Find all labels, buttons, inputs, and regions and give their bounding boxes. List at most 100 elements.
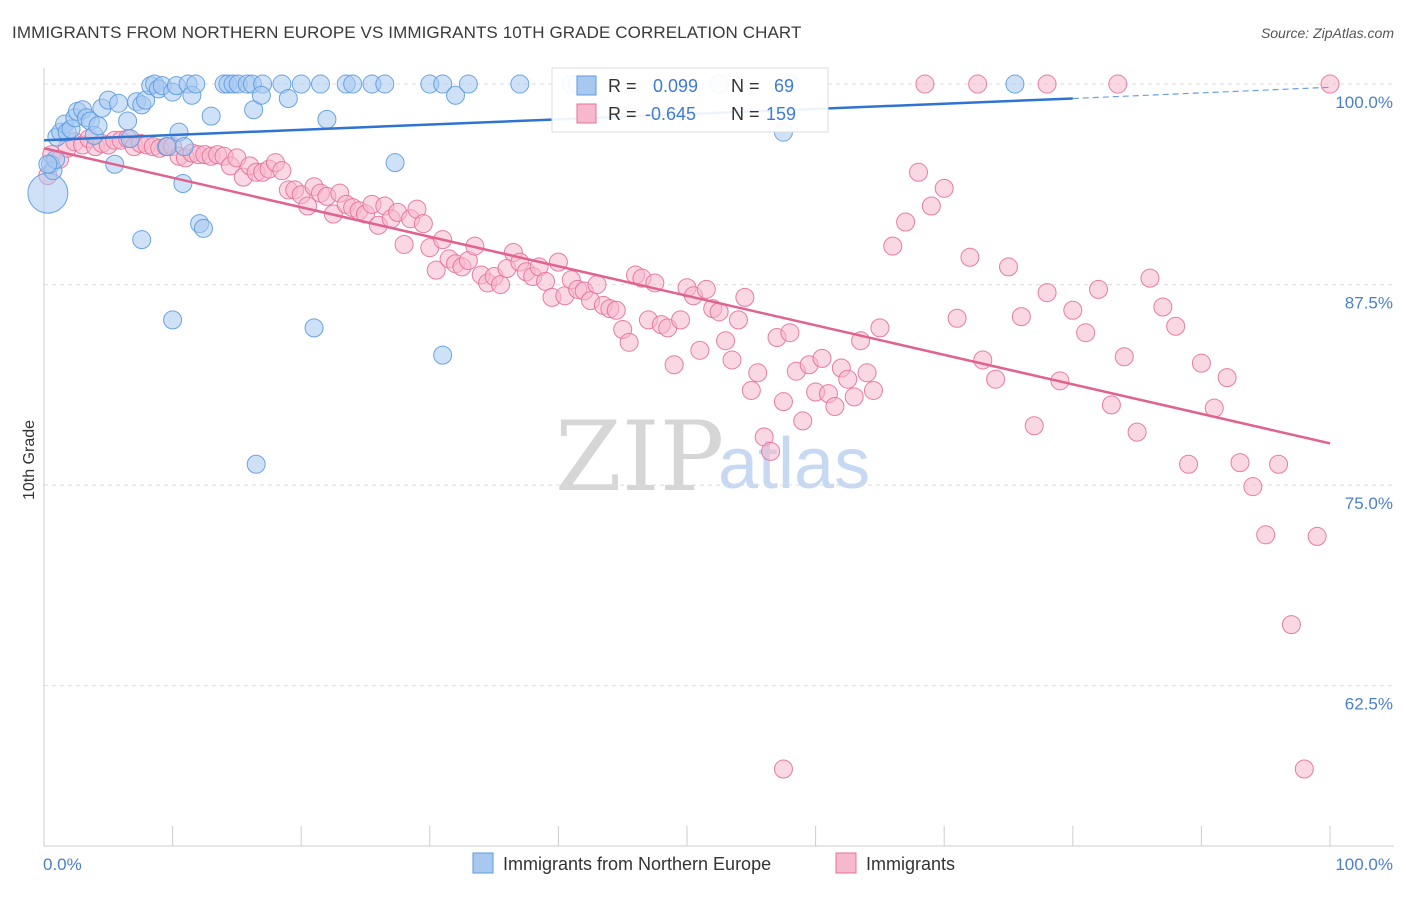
stats-r-label: R = <box>608 76 637 96</box>
blue-point <box>375 74 395 94</box>
chart-title: IMMIGRANTS FROM NORTHERN EUROPE VS IMMIG… <box>12 23 801 42</box>
legend-label-immigrants: Immigrants <box>866 854 955 874</box>
pink-point <box>1230 453 1250 473</box>
blue-point <box>157 137 177 157</box>
trendline-northern-europe-extension <box>1072 86 1331 100</box>
pink-point <box>1294 759 1314 779</box>
pink-point <box>934 178 954 198</box>
blue-point <box>446 85 466 105</box>
y-tick-label: 75.0% <box>1345 494 1393 513</box>
pink-point <box>394 234 414 254</box>
pink-point <box>1320 74 1340 94</box>
legend-label-northern-europe: Immigrants from Northern Europe <box>503 854 771 874</box>
y-tick-label: 100.0% <box>1335 93 1393 112</box>
pink-point <box>921 196 941 216</box>
blue-point <box>201 106 221 126</box>
blue-point <box>186 74 206 94</box>
blue-point <box>163 310 183 330</box>
x-tick-left: 0.0% <box>43 855 82 874</box>
pink-point <box>722 350 742 370</box>
pink-point <box>426 260 446 280</box>
pink-point <box>1108 74 1128 94</box>
blue-point <box>88 116 108 136</box>
pink-point <box>1243 477 1263 497</box>
trendlines <box>43 86 1331 445</box>
blue-point <box>433 345 453 365</box>
stats-box-frame <box>551 67 829 133</box>
pink-point <box>883 236 903 256</box>
blue-point <box>304 318 324 338</box>
stats-n-value-pink: 159 <box>766 104 796 124</box>
watermark-zip: ZIP <box>555 401 724 513</box>
pink-point <box>1140 268 1160 288</box>
trendline-immigrants <box>43 147 1331 445</box>
legend: Immigrants from Northern Europe Immigran… <box>472 852 955 874</box>
blue-point <box>458 74 478 94</box>
pink-point <box>1269 454 1289 474</box>
blue-point <box>132 230 152 250</box>
pink-point <box>1307 526 1327 546</box>
pink-point <box>908 162 928 182</box>
pink-point <box>664 355 684 375</box>
pink-point <box>960 247 980 267</box>
pink-point <box>986 369 1006 389</box>
pink-point <box>491 275 511 295</box>
y-axis-label: 10th Grade <box>21 420 38 500</box>
blue-point <box>118 111 138 131</box>
blue-point <box>1005 74 1025 94</box>
stats-r-label: R = <box>608 104 637 124</box>
pink-point <box>999 257 1018 277</box>
pink-point <box>780 323 800 343</box>
blue-point <box>278 88 298 108</box>
pink-point <box>728 310 748 330</box>
stats-swatch-pink <box>576 103 597 124</box>
pink-point <box>968 74 988 94</box>
blue-point <box>246 454 266 474</box>
pink-point <box>915 74 935 94</box>
pink-point <box>690 340 710 360</box>
pink-point <box>947 308 967 328</box>
watermark-atlas: atlas <box>718 424 870 504</box>
pink-point <box>793 411 813 431</box>
pink-point <box>536 271 556 291</box>
blue-point <box>251 85 271 105</box>
pink-point <box>812 348 832 368</box>
pink-point <box>748 363 768 383</box>
pink-point <box>863 380 883 400</box>
pink-point <box>272 161 292 181</box>
pink-point <box>716 331 736 351</box>
pink-point <box>896 212 916 232</box>
blue-point <box>433 74 453 94</box>
pink-point <box>844 387 864 407</box>
series-northern-europe <box>27 74 1025 474</box>
y-tick-label: 87.5% <box>1345 294 1393 313</box>
pink-point <box>1011 307 1031 327</box>
pink-point <box>1166 316 1186 336</box>
pink-point <box>1089 279 1109 299</box>
pink-point <box>1101 395 1121 415</box>
pink-point <box>735 287 755 307</box>
pink-point <box>773 759 793 779</box>
stats-n-value-blue: 69 <box>774 76 794 96</box>
pink-point <box>619 332 639 352</box>
stats-n-label: N = <box>731 76 760 96</box>
pink-point <box>1179 454 1199 474</box>
pink-point <box>1256 525 1276 545</box>
stats-r-value-blue: 0.099 <box>653 76 698 96</box>
pink-point <box>838 369 858 389</box>
pink-point <box>413 214 433 234</box>
pink-point <box>1076 323 1096 343</box>
blue-point <box>510 74 530 94</box>
pink-point <box>1037 283 1057 303</box>
blue-point <box>174 137 194 157</box>
pink-point <box>1114 347 1134 367</box>
blue-point <box>27 172 69 214</box>
pink-point <box>1037 74 1057 94</box>
pink-point <box>1153 297 1173 317</box>
x-tick-right: 100.0% <box>1335 855 1393 874</box>
pink-point <box>825 396 845 416</box>
pink-point <box>1127 422 1147 442</box>
stats-swatch-blue <box>576 75 597 96</box>
pink-point <box>587 275 607 295</box>
